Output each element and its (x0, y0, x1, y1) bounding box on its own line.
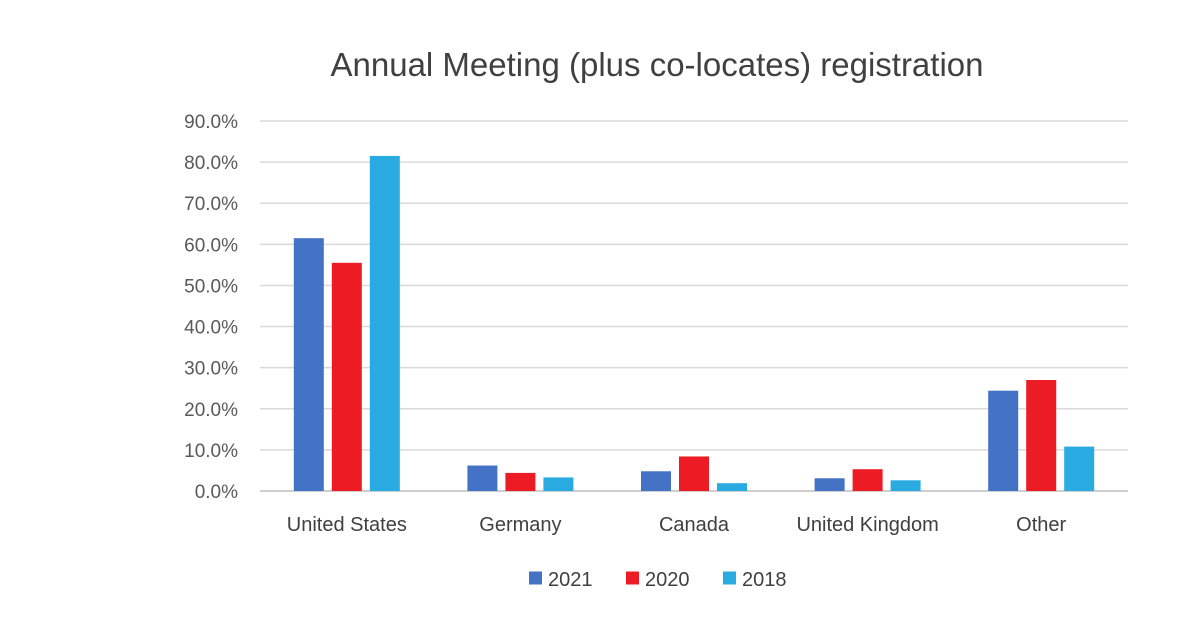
y-tick-label: 60.0% (184, 235, 238, 256)
bar-2021-canada (641, 471, 671, 491)
y-axis-ticks: 0.0% 10.0% 20.0% 30.0% 40.0% 50.0% 60.0% 70.0% 8… (184, 112, 238, 503)
gridlines (260, 120, 1128, 492)
bar-2020-other (1026, 380, 1057, 491)
legend-label: 2020 (645, 569, 690, 591)
x-category-label: Canada (659, 514, 730, 536)
legend: 2021 2020 2018 (529, 569, 787, 591)
bar-2018-canada (717, 483, 747, 491)
legend-swatch (529, 571, 542, 585)
y-tick-label: 70.0% (184, 194, 238, 215)
bar-2021-united-states (293, 238, 324, 491)
x-category-label: United States (287, 514, 407, 536)
legend-swatch (723, 571, 736, 585)
y-tick-label: 50.0% (184, 276, 238, 297)
bar-2020-canada (679, 456, 709, 491)
y-tick-label: 80.0% (184, 153, 238, 174)
x-category-label: Other (1016, 514, 1066, 536)
y-tick-label: 30.0% (184, 359, 238, 380)
bar-2018-united-kingdom (890, 480, 921, 491)
y-tick-label: 10.0% (184, 441, 238, 462)
y-tick-label: 40.0% (184, 318, 238, 339)
y-tick-label: 20.0% (184, 400, 238, 421)
y-tick-label: 0.0% (195, 482, 238, 503)
bar-2020-united-kingdom (852, 469, 883, 491)
bar-2020-germany (505, 472, 536, 491)
bar-2018-other (1064, 446, 1095, 491)
bar-2020-united-states (331, 262, 362, 491)
bar-2021-united-kingdom (814, 478, 845, 491)
chart-title: Annual Meeting (plus co-locates) registr… (331, 46, 984, 83)
bar-2021-germany (467, 465, 498, 491)
legend-swatch (626, 571, 639, 585)
x-axis-categories: United States Germany Canada United Kingdom… (287, 514, 1067, 536)
legend-label: 2018 (742, 569, 787, 591)
y-tick-label: 90.0% (184, 112, 238, 133)
legend-label: 2021 (548, 569, 593, 591)
bar-2021-other (988, 390, 1019, 491)
bar-2018-germany (543, 477, 574, 491)
bar-2018-united-states (369, 155, 400, 491)
x-category-label: Germany (479, 514, 561, 536)
bars (293, 155, 1095, 491)
x-category-label: United Kingdom (796, 514, 938, 536)
